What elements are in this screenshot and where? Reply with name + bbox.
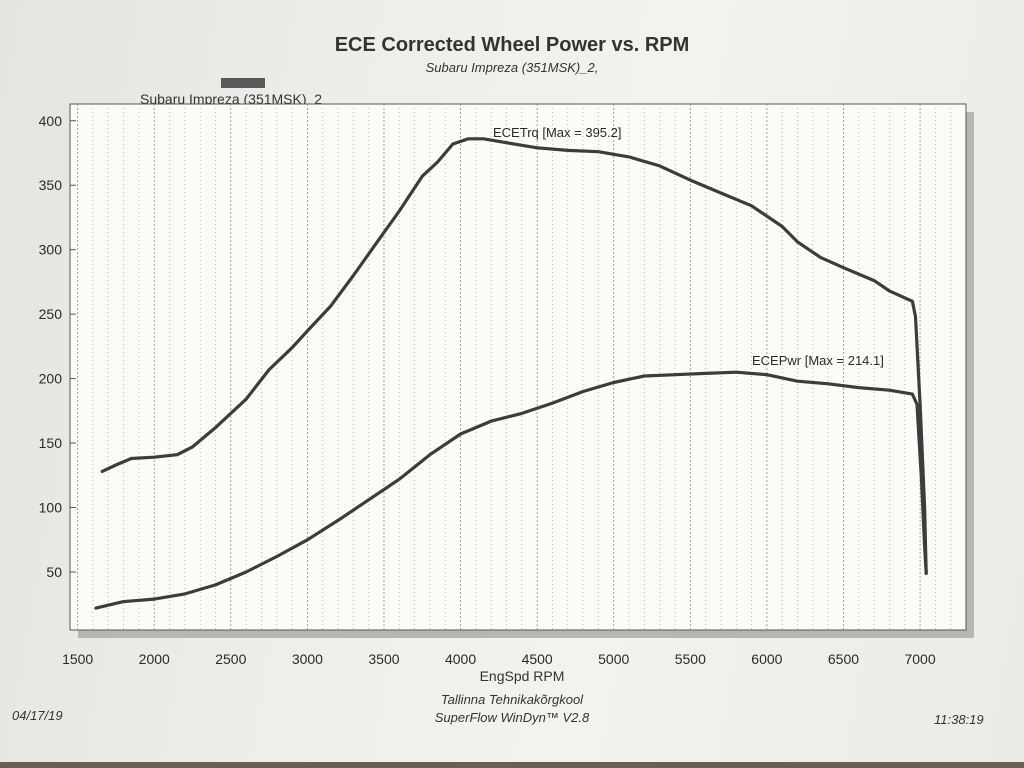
y-tick-label: 400 bbox=[39, 113, 63, 129]
power-annotation: ECEPwr [Max = 214.1] bbox=[752, 353, 884, 368]
y-tick-label: 300 bbox=[39, 242, 63, 258]
series-line-ecetrq bbox=[100, 137, 928, 575]
x-axis-label: EngSpd RPM bbox=[479, 668, 565, 684]
x-tick-label: 7000 bbox=[904, 651, 935, 667]
print-date: 04/17/19 bbox=[12, 708, 63, 723]
x-tick-label: 6500 bbox=[828, 651, 859, 667]
x-tick-label: 3500 bbox=[368, 651, 399, 667]
software-label: SuperFlow WinDyn™ V2.8 bbox=[434, 710, 590, 725]
y-tick-label: 350 bbox=[39, 177, 63, 193]
x-tick-label: 2500 bbox=[215, 651, 246, 667]
tick-layer: 50 100 150 200 250 300 350 400 1500 2000 2500 3000 3… bbox=[39, 113, 936, 667]
x-tick-label: 5000 bbox=[598, 651, 629, 667]
x-tick-label: 2000 bbox=[139, 651, 170, 667]
x-tick-label: 5500 bbox=[675, 651, 706, 667]
print-time: 11:38:19 bbox=[934, 712, 984, 727]
series-line-ecepwr bbox=[94, 370, 928, 610]
torque-annotation: ECETrq [Max = 395.2] bbox=[493, 125, 622, 140]
institution-label: Tallinna Tehnikakõrgkool bbox=[440, 692, 584, 707]
chart-title: ECE Corrected Wheel Power vs. RPM bbox=[334, 34, 690, 56]
y-tick-label: 250 bbox=[39, 306, 63, 322]
x-tick-label: 6000 bbox=[751, 651, 782, 667]
x-tick-label: 3000 bbox=[292, 651, 323, 667]
x-tick-label: 4000 bbox=[445, 651, 476, 667]
y-tick-label: 50 bbox=[46, 564, 62, 580]
legend-swatch bbox=[221, 78, 265, 88]
chart-subtitle: Subaru Impreza (351MSK)_2, bbox=[425, 60, 599, 75]
y-tick-label: 150 bbox=[39, 435, 63, 451]
plot-area bbox=[69, 103, 967, 631]
x-tick-label: 4500 bbox=[522, 651, 553, 667]
legend-label: Subaru Impreza (351MSK)_2 bbox=[140, 91, 323, 107]
x-tick-label: 1500 bbox=[62, 651, 93, 667]
y-tick-label: 200 bbox=[39, 371, 63, 387]
y-tick-label: 100 bbox=[39, 500, 63, 516]
series-layer bbox=[94, 137, 928, 610]
